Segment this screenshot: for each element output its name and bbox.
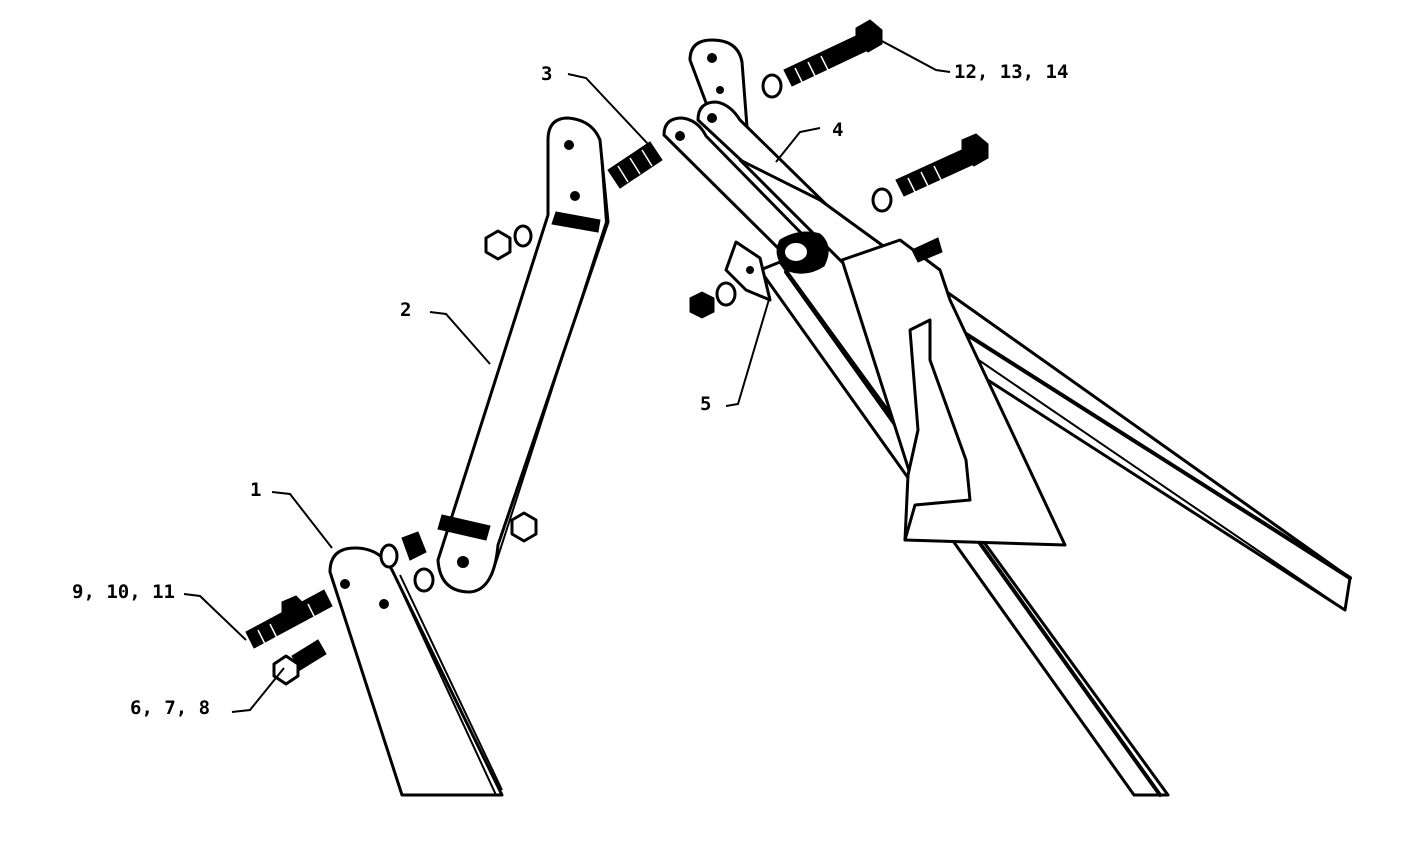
bolt-lower xyxy=(871,133,989,213)
callout-3: 3 xyxy=(541,63,552,85)
part-1-lower-arm xyxy=(328,546,504,797)
part-2-link-bar xyxy=(436,116,610,594)
callout-9-10-11: 9, 10, 11 xyxy=(72,581,175,603)
nut-lower-right xyxy=(510,511,538,543)
callout-1: 1 xyxy=(250,479,261,501)
callout-labels: 1 2 3 4 5 6, 7, 8 9, 10, 11 12, 13, 14 xyxy=(72,61,1068,719)
part-3-pin xyxy=(607,141,663,189)
nuts-washers-lower-left xyxy=(379,531,435,593)
callout-2: 2 xyxy=(400,299,411,321)
nuts-upper-left xyxy=(484,224,533,261)
bolt-9-10-11 xyxy=(245,589,333,649)
bolt-6-7-8 xyxy=(272,639,327,686)
part-5-nut-washer xyxy=(689,281,737,319)
callout-12-13-14: 12, 13, 14 xyxy=(954,61,1068,83)
part-4-upper-arms xyxy=(662,38,844,254)
callout-4: 4 xyxy=(832,119,843,141)
mounting-bracket xyxy=(724,231,1067,547)
leader-lines xyxy=(183,39,951,713)
callout-6-7-8: 6, 7, 8 xyxy=(130,697,210,719)
bolt-upper xyxy=(761,19,883,99)
callout-5: 5 xyxy=(700,393,711,415)
main-boom xyxy=(738,158,1352,797)
